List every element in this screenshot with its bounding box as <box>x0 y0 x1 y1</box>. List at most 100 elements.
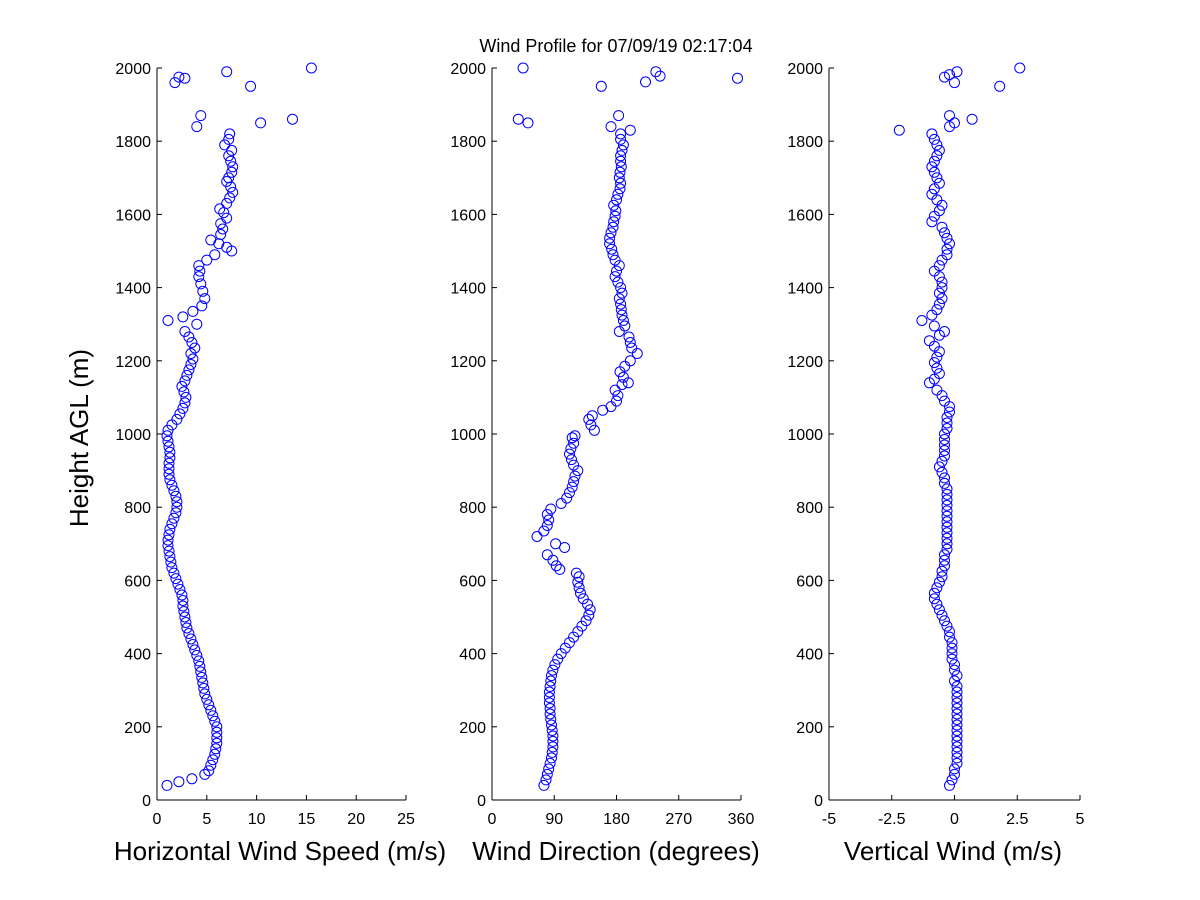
vertical-wind-data-point <box>1014 62 1026 74</box>
wind-direction-data-point <box>640 76 651 88</box>
wind-direction-data-point <box>595 80 607 92</box>
horizontal-wind-speed-data-point <box>162 424 174 436</box>
horizontal-wind-speed-data-point <box>193 271 205 283</box>
vertical-wind-data-point <box>928 155 940 167</box>
horizontal-wind-speed-data-point <box>199 688 211 700</box>
horizontal-wind-speed-data-point <box>177 402 189 414</box>
vertical-wind-data-point <box>931 598 943 610</box>
horizontal-wind-speed-data-point <box>207 710 219 722</box>
horizontal-wind-speed-data-point <box>191 318 203 330</box>
wind-direction-xlabel: Wind Direction (degrees) <box>472 836 760 866</box>
horizontal-wind-speed-data-point <box>164 452 176 464</box>
horizontal-wind-speed-data-point <box>186 773 198 785</box>
horizontal-wind-speed-data-point <box>221 212 233 224</box>
wind-direction-data-point <box>617 371 629 383</box>
vertical-wind-x-tick-label: -5 <box>822 811 836 828</box>
horizontal-wind-speed-data-point <box>227 161 239 173</box>
wind-direction-data-point <box>612 188 624 200</box>
wind-direction-data-point <box>604 238 616 250</box>
wind-direction-data-point <box>569 470 581 482</box>
horizontal-wind-speed-panel: Horizontal Wind Speed (m/s) 020040060080… <box>114 61 446 866</box>
vertical-wind-data-point <box>933 368 945 380</box>
vertical-wind-data-point <box>949 117 960 129</box>
horizontal-wind-speed-data-point <box>162 534 174 546</box>
horizontal-wind-speed-y-tick-label: 1200 <box>115 354 151 371</box>
horizontal-wind-speed-data-point <box>198 682 210 694</box>
wind-direction-y-tick-label: 1600 <box>450 207 486 224</box>
vertical-wind-y-tick-label: 1000 <box>787 427 823 444</box>
horizontal-wind-speed-data-point <box>170 490 182 502</box>
vertical-wind-data-point <box>939 477 950 489</box>
wind-direction-data-point <box>547 554 559 566</box>
vertical-wind-data-point <box>941 243 953 255</box>
horizontal-wind-speed-data-point <box>193 655 205 667</box>
wind-direction-data-point <box>616 309 628 321</box>
vertical-wind-data-point <box>944 631 955 643</box>
horizontal-wind-speed-data-point <box>162 435 174 447</box>
wind-direction-data-point <box>564 487 575 499</box>
wind-direction-data-point <box>611 194 622 206</box>
horizontal-wind-speed-data-point <box>185 359 197 370</box>
wind-direction-data-point <box>569 430 581 442</box>
wind-direction-data-point <box>613 110 625 122</box>
wind-direction-y-tick-label: 400 <box>459 647 486 664</box>
wind-direction-data-point <box>572 576 584 588</box>
wind-direction-data-point <box>547 735 559 747</box>
horizontal-wind-speed-data-point <box>169 77 181 89</box>
wind-direction-data-point <box>613 326 625 337</box>
horizontal-wind-speed-data-point <box>185 633 197 645</box>
horizontal-wind-speed-data-point <box>164 446 176 458</box>
wind-direction-data-point <box>615 133 627 145</box>
vertical-wind-data-point <box>944 779 955 791</box>
horizontal-wind-speed-data-point <box>179 375 191 387</box>
wind-direction-data-point <box>541 520 553 531</box>
wind-direction-data-point <box>626 342 638 354</box>
vertical-wind-data-point <box>939 428 950 440</box>
horizontal-wind-speed-data-point <box>287 113 298 125</box>
horizontal-wind-speed-data-point <box>195 110 207 122</box>
horizontal-wind-speed-data-point <box>305 62 317 74</box>
vertical-wind-data-point <box>936 466 948 478</box>
vertical-wind-data-point <box>951 686 963 698</box>
horizontal-wind-speed-data-point <box>205 234 217 246</box>
vertical-wind-data-point <box>931 384 943 396</box>
vertical-wind-data-point <box>939 615 950 627</box>
horizontal-wind-speed-data-point <box>177 600 189 612</box>
horizontal-wind-speed-data-point <box>196 300 208 312</box>
horizontal-wind-speed-data-point <box>224 192 236 204</box>
vertical-wind-data-point <box>941 521 953 533</box>
horizontal-wind-speed-data-point <box>179 72 191 84</box>
vertical-wind-data-point <box>931 351 943 363</box>
horizontal-wind-speed-xlabel: Horizontal Wind Speed (m/s) <box>114 836 446 866</box>
wind-direction-data-point <box>609 254 621 266</box>
vertical-wind-y-tick-label: 800 <box>796 500 823 517</box>
horizontal-wind-speed-y-tick-label: 1600 <box>115 207 151 224</box>
vertical-wind-data-point <box>951 670 963 682</box>
wind-direction-data-point <box>547 730 559 742</box>
horizontal-wind-speed-data-point <box>203 765 215 777</box>
horizontal-wind-speed-data-point <box>195 278 207 290</box>
horizontal-wind-speed-data-point <box>164 523 176 535</box>
vertical-wind-y-tick-label: 400 <box>796 647 823 664</box>
wind-direction-y-tick-label: 200 <box>459 720 486 737</box>
wind-direction-y-tick-label: 600 <box>459 573 486 590</box>
vertical-wind-data-point <box>941 516 953 528</box>
vertical-wind-data-point <box>939 549 950 561</box>
wind-direction-data-point <box>631 348 643 359</box>
horizontal-wind-speed-data-point <box>180 391 192 403</box>
horizontal-wind-speed-data-point <box>211 721 223 733</box>
wind-direction-data-point <box>570 567 582 579</box>
wind-direction-data-point <box>612 390 624 402</box>
horizontal-wind-speed-data-point <box>203 699 215 711</box>
horizontal-wind-speed-data-point <box>183 628 195 639</box>
vertical-wind-data-point <box>939 554 950 566</box>
wind-direction-data-point <box>543 686 555 698</box>
vertical-wind-y-tick-label: 600 <box>796 573 823 590</box>
horizontal-wind-speed-data-point <box>168 485 180 497</box>
horizontal-wind-speed-y-tick-label: 600 <box>124 573 151 590</box>
wind-direction-data-point <box>568 459 580 471</box>
horizontal-wind-speed-y-tick-label: 0 <box>142 793 151 810</box>
wind-direction-data-point <box>544 703 556 714</box>
vertical-wind-data-point <box>941 232 953 244</box>
